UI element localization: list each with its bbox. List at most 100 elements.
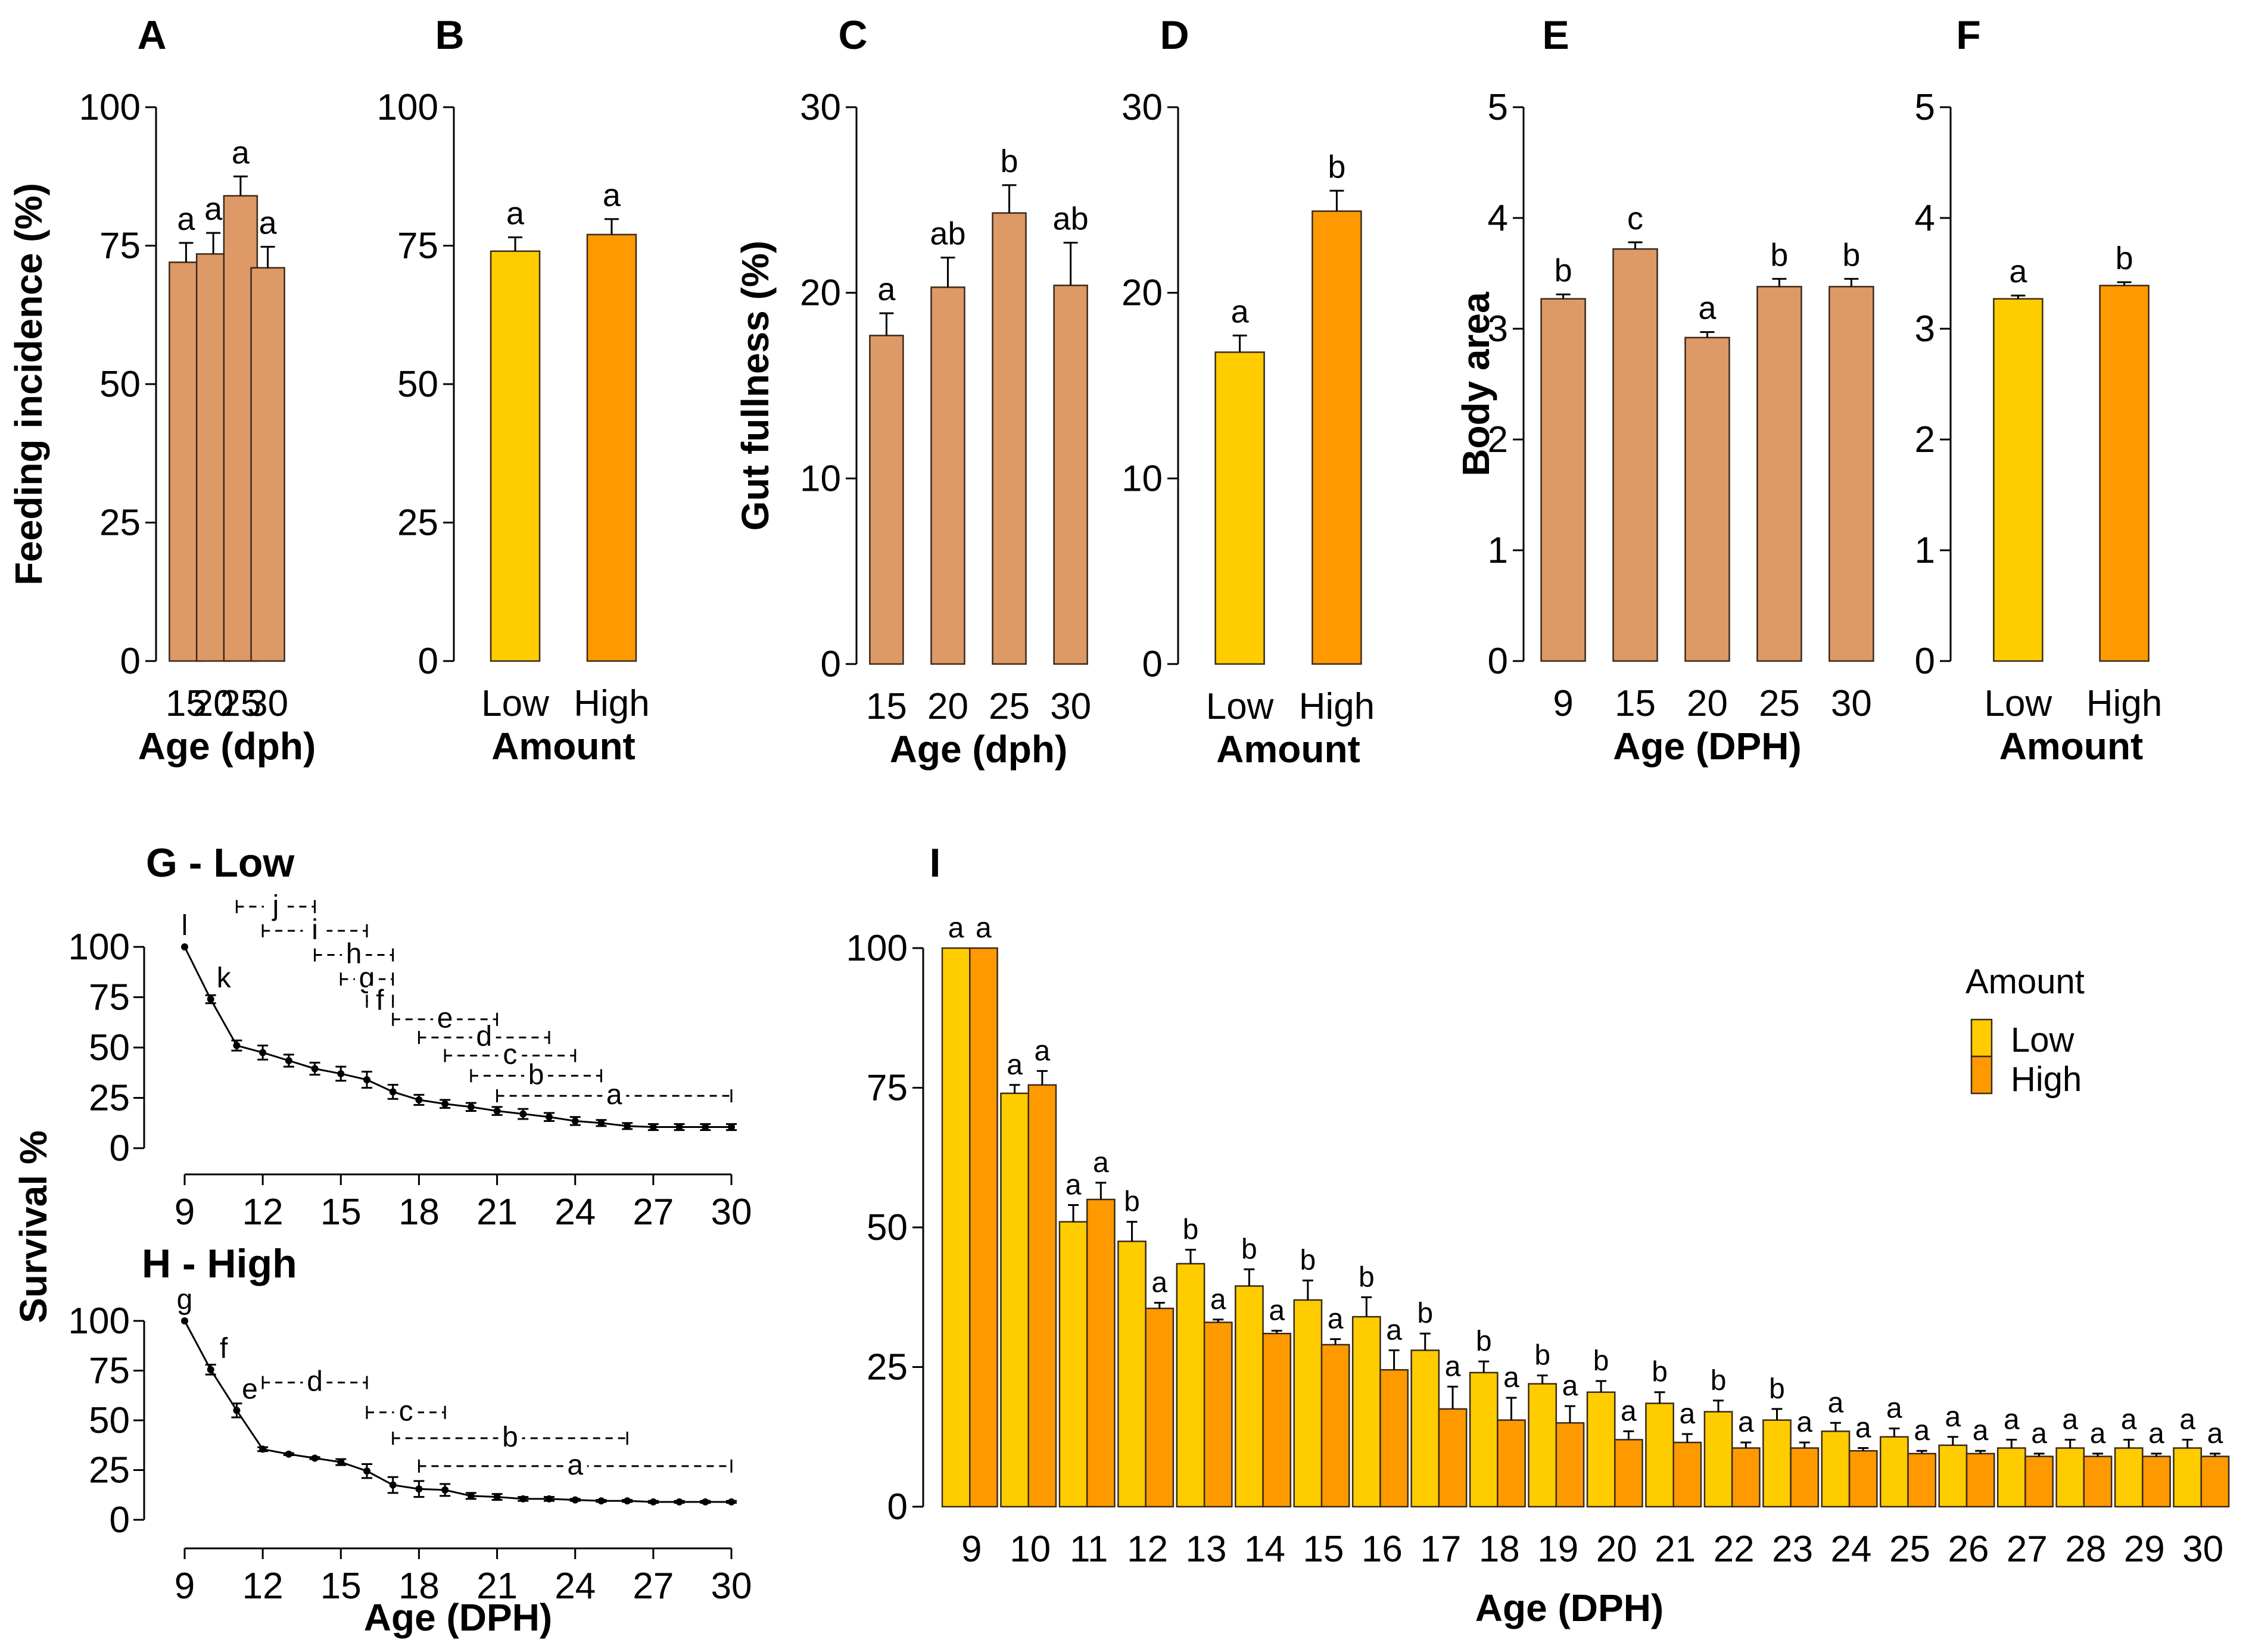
bar-low (2173, 1447, 2203, 1508)
panel-letter: C (838, 13, 867, 58)
data-point (467, 1103, 475, 1111)
y-tick-label: 25 (867, 1347, 908, 1388)
x-axis-title: Age (DPH) (1613, 725, 1801, 768)
significance-letter: a (2207, 1418, 2223, 1450)
error-bar (1628, 241, 1643, 250)
data-point (649, 1498, 657, 1505)
error-bar (1009, 1084, 1020, 1093)
y-tick-label: 75 (89, 977, 130, 1018)
x-tick-label: 24 (1831, 1529, 1872, 1570)
error-bar (508, 236, 523, 251)
error-bar (1447, 1385, 1459, 1409)
bar-low (1058, 1221, 1088, 1508)
data-point (441, 1486, 449, 1494)
significance-letter: a (1680, 1398, 1696, 1430)
error-bar (1154, 1302, 1165, 1309)
y-tick-label: 0 (887, 1486, 908, 1528)
survival-line (183, 946, 731, 1129)
bar (586, 233, 637, 662)
bar-high (1203, 1321, 1233, 1508)
data-point (311, 1065, 319, 1073)
significance-letter: a (1855, 1413, 1871, 1444)
y-tick-label: 10 (800, 458, 841, 499)
data-point (546, 1113, 553, 1121)
significance-letter: a (1886, 1393, 1902, 1425)
y-tick-label: 5 (1488, 87, 1508, 128)
error-bar (2033, 1452, 2045, 1457)
data-point (675, 1123, 683, 1131)
x-tick-label: 22 (1714, 1529, 1755, 1570)
data-point (415, 1096, 423, 1104)
significance-letter: ab (930, 216, 965, 251)
y-tick-label: 50 (867, 1207, 908, 1248)
significance-letter: a (1269, 1295, 1285, 1327)
significance-letter: a (2009, 254, 2027, 289)
significance-letter: a (259, 205, 278, 241)
data-point (493, 1107, 501, 1115)
data-point (207, 1366, 214, 1373)
bar-high (1497, 1419, 1526, 1508)
error-bar (2117, 281, 2132, 286)
y-tick-label: 100 (846, 928, 908, 969)
bar (2099, 285, 2150, 662)
significance-letter: b (1124, 1186, 1140, 1218)
x-tick-label: Low (1206, 686, 1274, 727)
error-bar (2092, 1452, 2104, 1457)
panel-letter: D (1160, 13, 1189, 58)
panel-letter: I (930, 840, 941, 886)
error-bar (2011, 294, 2026, 299)
data-point (649, 1123, 657, 1131)
x-tick-label: 21 (476, 1566, 518, 1607)
error-bar (1654, 1391, 1665, 1404)
error-bar (1556, 293, 1571, 299)
bar-high (2200, 1455, 2230, 1508)
error-bar (1916, 1450, 1927, 1454)
x-tick-label: 15 (320, 1192, 362, 1233)
error-bar (2182, 1438, 2193, 1448)
panel-letter: E (1542, 13, 1569, 58)
significance-letter: b (1770, 237, 1788, 273)
x-tick-label: 15 (1303, 1529, 1344, 1570)
data-point (207, 995, 214, 1003)
bar-low (1996, 1447, 2026, 1508)
range-label: c (399, 1396, 413, 1427)
data-point (389, 1481, 397, 1489)
x-tick-label: 29 (2124, 1529, 2165, 1570)
bar-low (1351, 1316, 1381, 1508)
x-tick-label: 30 (1831, 683, 1872, 724)
x-tick-label: 20 (1687, 683, 1728, 724)
x-tick-label: 17 (1420, 1529, 1461, 1570)
point-label: e (242, 1373, 258, 1405)
significance-letter: a (2121, 1404, 2137, 1435)
error-bar (1681, 1433, 1693, 1443)
significance-letter: a (948, 912, 964, 944)
x-tick-label: 30 (1050, 686, 1091, 727)
x-tick-label: 9 (175, 1192, 195, 1233)
x-tick-label: 26 (1948, 1529, 1989, 1570)
data-point (259, 1445, 267, 1453)
x-tick-label: High (1299, 686, 1375, 727)
y-tick-label: 0 (110, 1128, 130, 1169)
bar-high (2024, 1455, 2054, 1508)
y-tick-label: 4 (1488, 198, 1508, 239)
bar-low (1410, 1349, 1440, 1508)
bar-low (1703, 1411, 1733, 1508)
x-tick-label: 27 (2007, 1529, 2048, 1570)
x-tick-label: 11 (1070, 1529, 1108, 1570)
data-point (728, 1498, 735, 1505)
x-axis-title: Age (dph) (890, 728, 1068, 771)
panel-letter: A (137, 13, 166, 58)
error-bar (1185, 1249, 1196, 1264)
range-label-bg (433, 1003, 457, 1029)
significance-letter: a (2148, 1418, 2164, 1450)
y-tick-label: 20 (800, 273, 841, 314)
y-tick-label: 0 (821, 644, 841, 685)
x-tick-label: 20 (1596, 1529, 1637, 1570)
panel-letter: B (435, 13, 464, 58)
bar (1053, 284, 1088, 665)
bar-high (1262, 1332, 1292, 1508)
x-tick-label: 30 (711, 1192, 752, 1233)
data-point (233, 1407, 241, 1414)
